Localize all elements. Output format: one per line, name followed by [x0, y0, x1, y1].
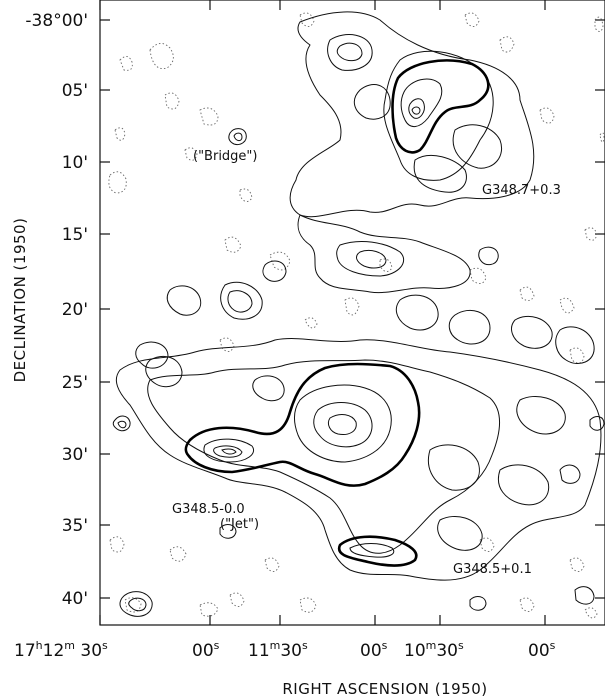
tick-marks	[99, 0, 605, 625]
x-tick-label: 00s	[360, 639, 388, 661]
x-axis-title: RIGHT ASCENSION (1950)	[282, 680, 487, 698]
x-tick-label: 10m30s	[404, 639, 464, 661]
y-axis-title: DECLINATION (1950)	[11, 218, 29, 383]
x-tick-label: 17h12m 30s	[14, 639, 108, 661]
southern-source-contours	[112, 338, 605, 617]
annotation-jet: ("Jet")	[220, 517, 259, 532]
y-tick-label: 05'	[62, 81, 88, 101]
y-tick-label: 15'	[62, 225, 88, 245]
annotation-g348-5-01: G348.5+0.1	[453, 562, 532, 577]
x-tick-label: 11m30s	[248, 639, 308, 661]
source-annotations: ("Bridge") G348.7+0.3 G348.5-0.0 ("Jet")…	[172, 149, 561, 577]
negative-contours	[108, 12, 605, 619]
x-axis-tick-labels: 17h12m 30s 00s 11m30s 00s 10m30s 00s	[14, 639, 556, 661]
contour-lines	[108, 11, 605, 619]
y-tick-label: 40'	[62, 589, 88, 609]
northern-source-contours	[228, 11, 535, 294]
y-tick-label: 30'	[62, 445, 88, 465]
y-tick-label: 10'	[62, 153, 88, 173]
middle-contours	[135, 281, 595, 369]
y-tick-label: 35'	[62, 516, 88, 536]
annotation-g348-5-jet: G348.5-0.0	[172, 502, 245, 517]
plot-frame	[99, 0, 605, 626]
y-axis-tick-labels: -38°00' 05' 10' 15' 20' 25' 30' 35' 40'	[25, 11, 88, 609]
annotation-bridge: ("Bridge")	[193, 149, 257, 164]
y-tick-label: 25'	[62, 373, 88, 393]
y-tick-label: 20'	[62, 300, 88, 320]
annotation-g348-7: G348.7+0.3	[482, 183, 561, 198]
x-tick-label: 00s	[192, 639, 220, 661]
x-tick-label: 00s	[528, 639, 556, 661]
y-tick-label: -38°00'	[25, 11, 88, 31]
